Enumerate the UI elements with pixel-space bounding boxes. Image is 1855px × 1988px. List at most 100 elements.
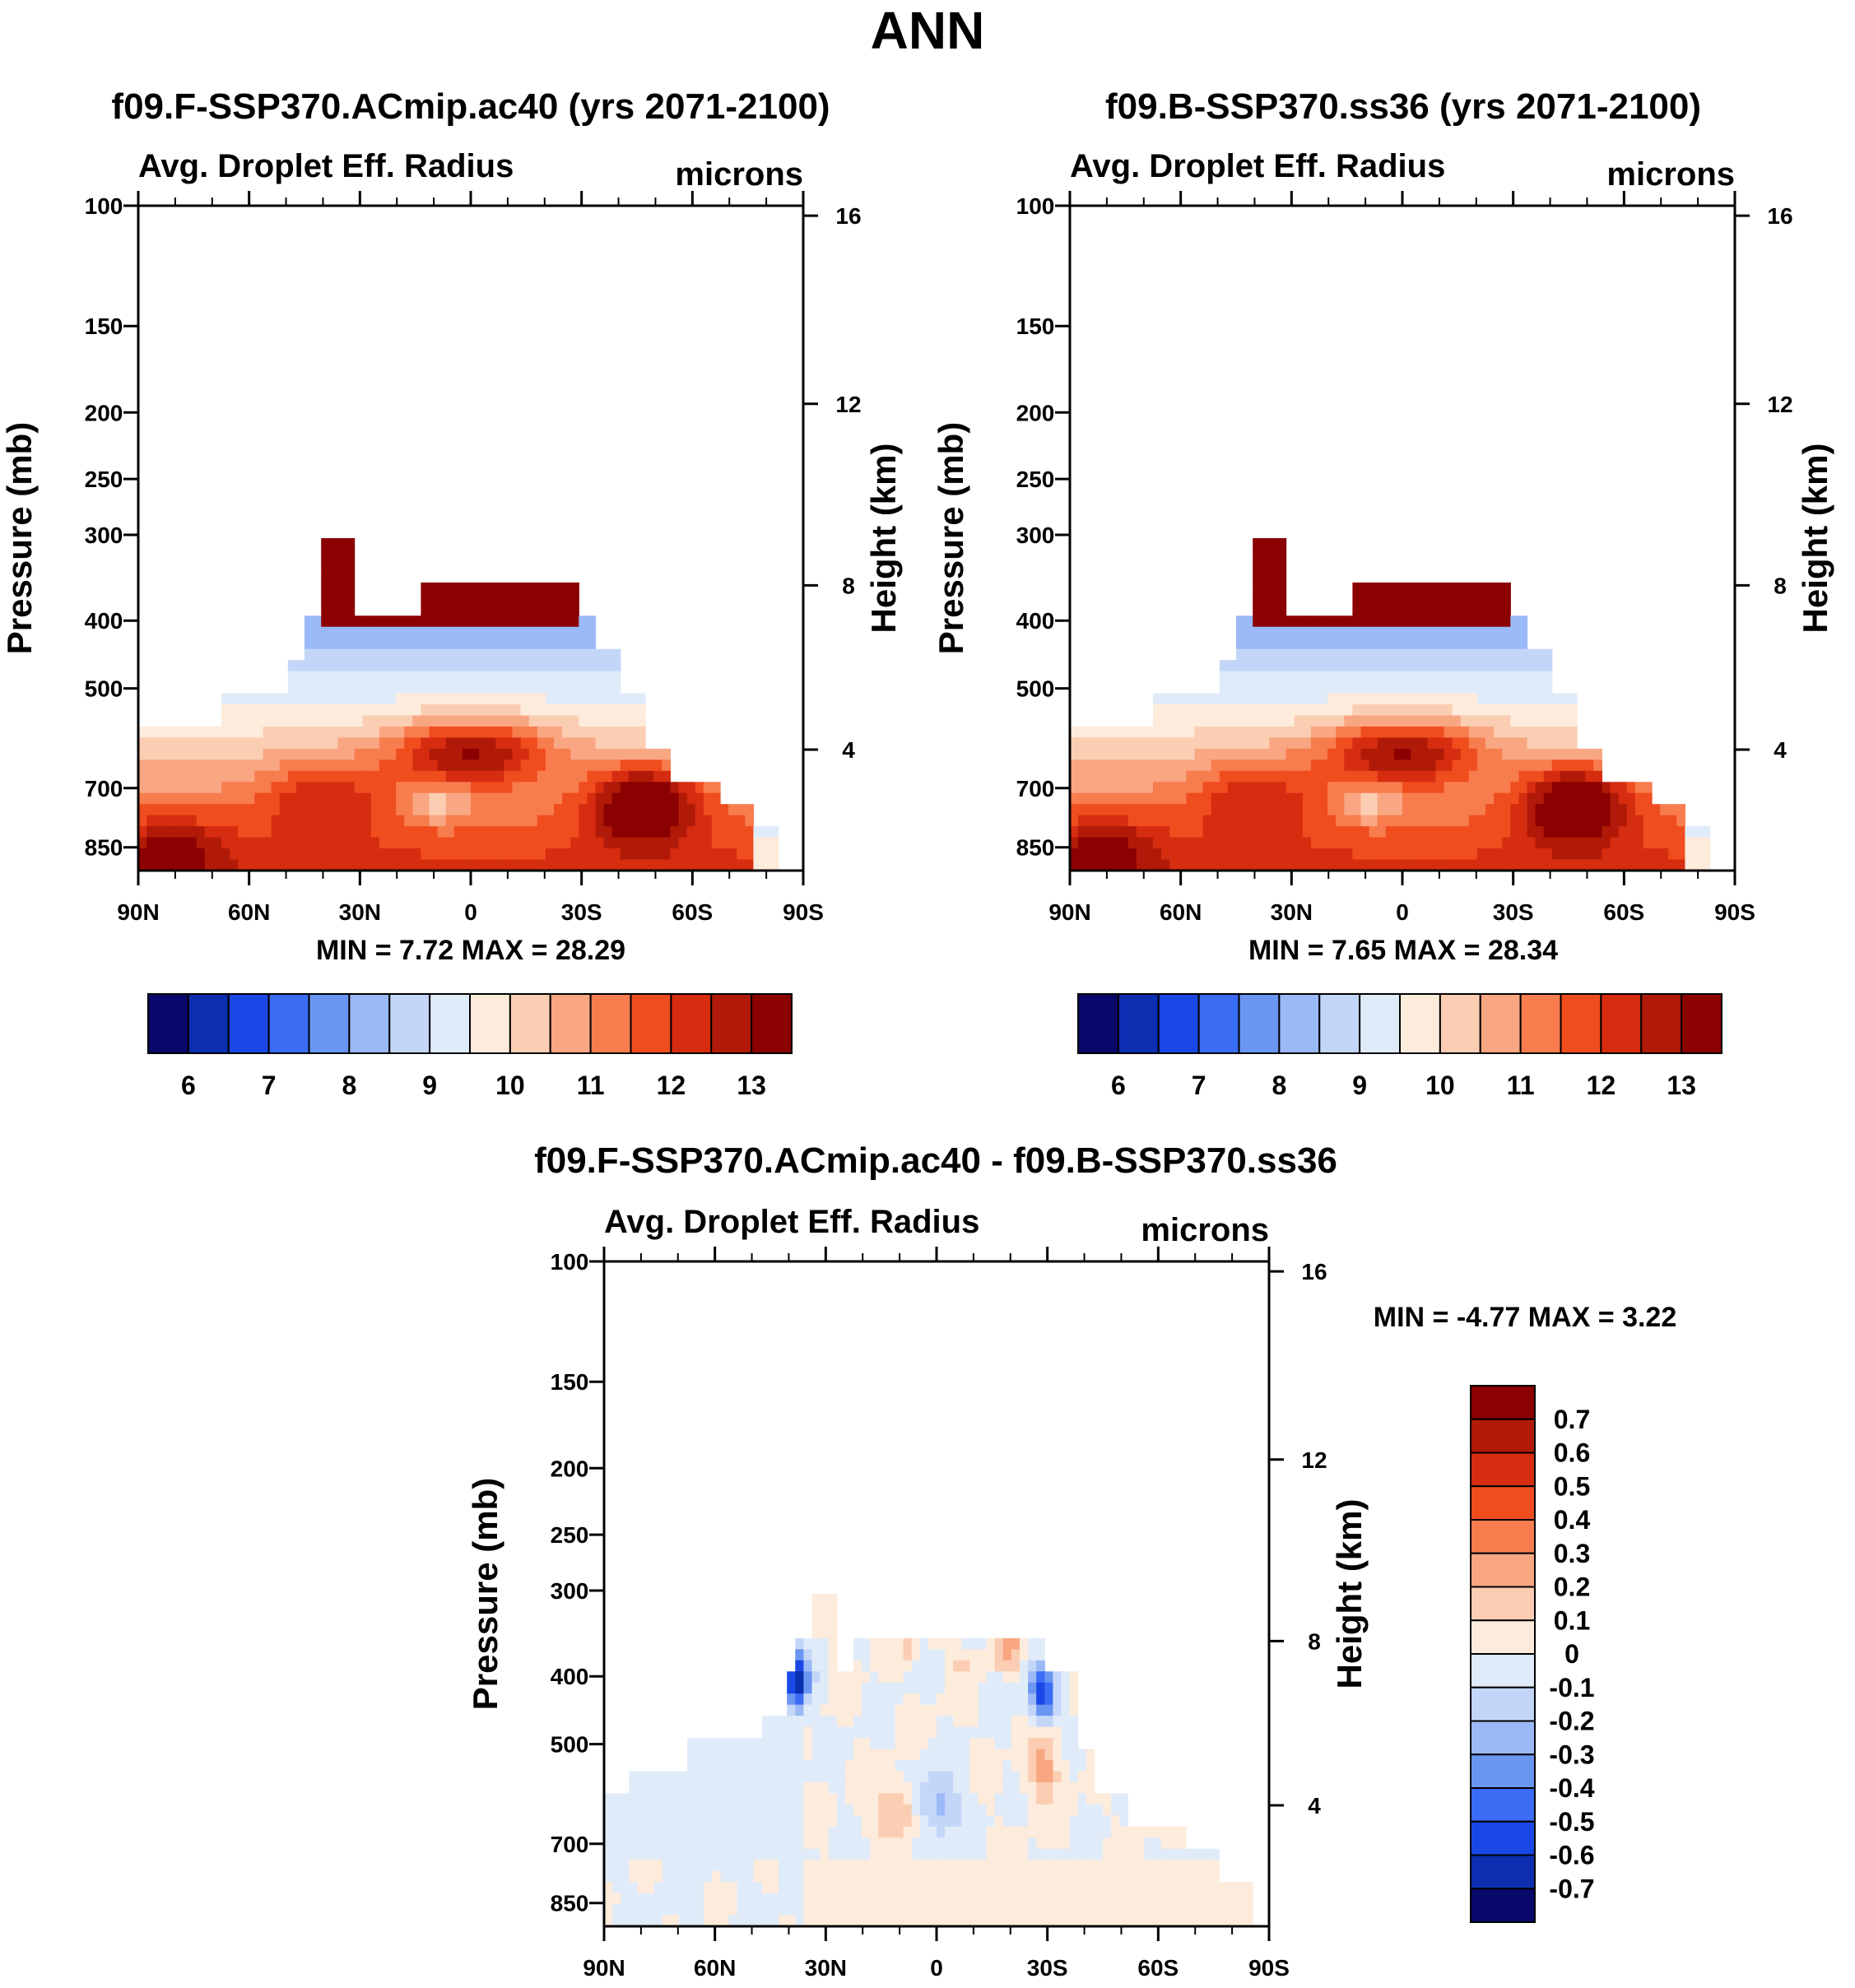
contour-cell: [728, 837, 737, 849]
contour-cell: [828, 1882, 838, 1894]
contour-cell: [961, 1860, 970, 1872]
contour-cell: [895, 1771, 904, 1783]
contour-cell: [238, 748, 247, 760]
contour-cell: [1219, 693, 1229, 705]
contour-cell: [1444, 704, 1453, 717]
contour-cell: [370, 815, 380, 827]
contour-cell: [1011, 1904, 1020, 1916]
contour-cell: [1476, 804, 1486, 816]
contour-cell: [1369, 660, 1378, 672]
contour-cell: [1153, 759, 1162, 772]
contour-cell: [271, 693, 281, 705]
contour-cell: [1476, 782, 1486, 794]
contour-cell: [779, 1882, 788, 1894]
contour-cell: [287, 837, 297, 849]
contour-cell: [961, 1771, 970, 1783]
contour-cell: [321, 848, 330, 861]
contour-cell: [1127, 815, 1137, 827]
contour-cell: [1476, 604, 1486, 616]
colorbar-swatch: [1470, 1753, 1536, 1789]
contour-cell: [1002, 1671, 1012, 1684]
contour-cell: [1011, 1804, 1020, 1816]
contour-cell: [895, 1738, 904, 1750]
contour-cell: [986, 1693, 996, 1706]
contour-cell: [1094, 1860, 1104, 1872]
contour-cell: [1411, 804, 1420, 816]
contour-cell: [1302, 726, 1312, 738]
contour-cell: [445, 638, 455, 650]
contour-cell: [379, 715, 388, 727]
contour-cell: [287, 748, 297, 760]
contour-cell: [305, 626, 314, 639]
contour-cell: [787, 1738, 796, 1750]
contour-cell: [1452, 726, 1462, 738]
contour-cell: [820, 1804, 830, 1816]
contour-cell: [911, 1637, 921, 1650]
contour-cell: [329, 571, 338, 583]
contour-cell: [695, 848, 704, 861]
contour-cell: [978, 1870, 988, 1883]
contour-cell: [1020, 1860, 1029, 1872]
contour-cell: [305, 726, 314, 738]
contour-cell: [230, 826, 239, 838]
contour-cell: [1169, 726, 1179, 738]
contour-cell: [1310, 704, 1320, 717]
contour-cell: [412, 704, 421, 717]
contour-cell: [146, 826, 156, 838]
contour-cell: [645, 1826, 655, 1838]
contour-cell: [611, 648, 621, 661]
contour-cell: [928, 1893, 937, 1905]
contour-cell: [370, 759, 380, 772]
contour-cell: [1643, 859, 1653, 871]
contour-cell: [238, 737, 247, 750]
contour-cell: [787, 1893, 796, 1905]
contour-cell: [512, 660, 522, 672]
contour-cell: [329, 737, 338, 750]
contour-cell: [628, 704, 638, 717]
contour-cell: [836, 1693, 846, 1706]
contour-cell: [504, 638, 514, 650]
contour-cell: [279, 826, 289, 838]
contour-cell: [528, 859, 538, 871]
contour-cell: [537, 638, 546, 650]
contour-cell: [370, 748, 380, 760]
contour-cell: [986, 1815, 996, 1828]
contour-cell: [246, 759, 255, 772]
contour-cell: [305, 648, 314, 661]
contour-cell: [595, 759, 605, 772]
pressure-tick-label: 300: [85, 523, 123, 548]
contour-cell: [728, 1848, 738, 1860]
contour-cell: [1518, 671, 1528, 683]
contour-cell: [986, 1738, 996, 1750]
contour-cell: [969, 1771, 979, 1783]
contour-cell: [346, 604, 356, 616]
contour-cell: [1485, 682, 1495, 694]
contour-cell: [1002, 1915, 1012, 1927]
contour-cell: [1020, 1837, 1029, 1850]
contour-cell: [978, 1793, 988, 1805]
contour-cell: [1285, 770, 1295, 783]
contour-cell: [761, 826, 771, 838]
contour-cell: [504, 626, 514, 639]
contour-cell: [1119, 1848, 1128, 1860]
contour-cell: [212, 792, 222, 805]
contour-cell: [1352, 782, 1362, 794]
contour-cell: [138, 737, 147, 750]
contour-cell: [811, 1726, 821, 1739]
contour-cell: [321, 759, 330, 772]
colorbar-swatch: [1519, 993, 1562, 1054]
contour-cell: [695, 1804, 704, 1816]
contour-cell: [337, 626, 347, 639]
contour-cell: [337, 693, 347, 705]
contour-cell: [1602, 815, 1611, 827]
contour-cell: [1427, 815, 1436, 827]
contour-cell: [362, 660, 372, 672]
contour-cell: [1319, 626, 1328, 639]
contour-cell: [437, 626, 447, 639]
contour-cell: [945, 1781, 954, 1794]
contour-cell: [263, 815, 272, 827]
contour-cell: [862, 1826, 871, 1838]
contour-cell: [188, 759, 198, 772]
contour-cell: [1427, 693, 1436, 705]
contour-cell: [1510, 615, 1519, 628]
